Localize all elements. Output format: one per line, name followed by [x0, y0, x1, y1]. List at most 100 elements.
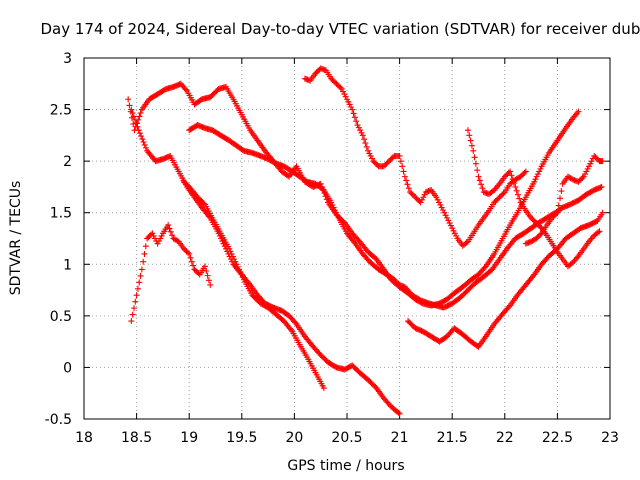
- data-point: [583, 168, 590, 175]
- data-point: [478, 181, 485, 188]
- data-point: [337, 84, 344, 91]
- data-point: [167, 228, 174, 235]
- data-point: [129, 311, 136, 318]
- data-point: [235, 266, 242, 273]
- data-point: [382, 162, 389, 169]
- data-point: [363, 143, 370, 150]
- data-point: [491, 199, 498, 206]
- data-point: [408, 190, 415, 197]
- data-point: [409, 191, 416, 198]
- data-point: [492, 198, 499, 205]
- data-point: [228, 250, 235, 257]
- data-point: [329, 76, 336, 83]
- data-point: [434, 196, 441, 203]
- data-point: [481, 264, 488, 271]
- data-point: [468, 142, 475, 149]
- data-point: [396, 152, 403, 159]
- data-point: [493, 196, 500, 203]
- data-point: [551, 212, 558, 219]
- y-axis-label: SDTVAR / TECUs: [8, 181, 24, 296]
- data-point: [503, 172, 510, 179]
- data-point: [368, 155, 375, 162]
- data-point: [578, 176, 585, 183]
- data-point: [150, 232, 157, 239]
- data-point: [433, 194, 440, 201]
- data-point: [182, 180, 189, 187]
- data-point: [234, 263, 241, 270]
- data-point: [128, 318, 135, 325]
- data-point: [182, 247, 189, 254]
- data-point: [386, 158, 393, 165]
- data-point: [413, 195, 420, 202]
- data-point: [233, 261, 240, 268]
- data-point: [204, 272, 211, 279]
- data-point: [593, 155, 600, 162]
- data-point: [136, 130, 143, 137]
- data-point: [549, 214, 556, 221]
- data-point: [182, 86, 189, 93]
- data-point: [513, 187, 520, 194]
- data-point: [534, 171, 541, 178]
- data-point: [401, 173, 408, 180]
- data-point: [149, 230, 156, 237]
- data-point: [417, 199, 424, 206]
- data-point: [437, 201, 444, 208]
- data-point: [361, 136, 368, 143]
- data-point: [512, 183, 519, 190]
- x-tick-label: 18: [75, 430, 93, 446]
- data-point: [320, 385, 327, 392]
- data-point: [359, 132, 366, 139]
- data-point: [330, 78, 337, 85]
- data-point: [451, 230, 458, 237]
- data-point: [403, 177, 410, 184]
- x-tick-label: 18.5: [121, 430, 152, 446]
- y-tick-label: 1: [63, 257, 72, 273]
- x-tick-label: 23: [601, 430, 619, 446]
- data-point: [192, 267, 199, 274]
- data-point: [341, 91, 348, 98]
- data-point: [587, 160, 594, 167]
- data-point: [332, 79, 339, 86]
- data-point: [391, 276, 398, 283]
- data-point: [393, 279, 400, 286]
- data-point: [125, 96, 132, 103]
- data-point: [582, 171, 589, 178]
- data-point: [463, 239, 470, 246]
- data-point: [154, 240, 161, 247]
- data-point: [442, 212, 449, 219]
- data-point: [580, 173, 587, 180]
- data-point: [471, 154, 478, 161]
- data-point: [407, 189, 414, 196]
- data-point: [342, 93, 349, 100]
- data-point: [145, 234, 152, 241]
- data-point: [576, 177, 583, 184]
- data-point: [599, 209, 606, 216]
- data-point: [351, 114, 358, 121]
- data-point: [330, 204, 337, 211]
- data-point: [334, 82, 341, 89]
- data-point: [165, 222, 172, 229]
- data-point: [507, 168, 514, 175]
- axis-ticks: 18 18.5 19 19.5 20 20.5 21 21.5 22 22.5 23-0.500.5…: [45, 51, 619, 446]
- data-point: [362, 140, 369, 147]
- data-point: [537, 223, 544, 230]
- data-point: [436, 199, 443, 206]
- data-point: [421, 191, 428, 198]
- data-point: [367, 152, 374, 159]
- data-point: [441, 209, 448, 216]
- data-point: [166, 225, 173, 232]
- y-tick-label: 3: [63, 51, 72, 67]
- data-point: [579, 174, 586, 181]
- data-point: [599, 158, 606, 165]
- data-point: [232, 258, 239, 265]
- data-point: [531, 178, 538, 185]
- data-point: [226, 245, 233, 252]
- data-point: [237, 269, 244, 276]
- data-point: [136, 279, 143, 286]
- data-point: [195, 270, 202, 277]
- data-point: [449, 225, 456, 232]
- data-point: [568, 175, 575, 182]
- x-tick-label: 20: [285, 430, 303, 446]
- x-tick-label: 21: [391, 430, 409, 446]
- data-point: [350, 110, 357, 117]
